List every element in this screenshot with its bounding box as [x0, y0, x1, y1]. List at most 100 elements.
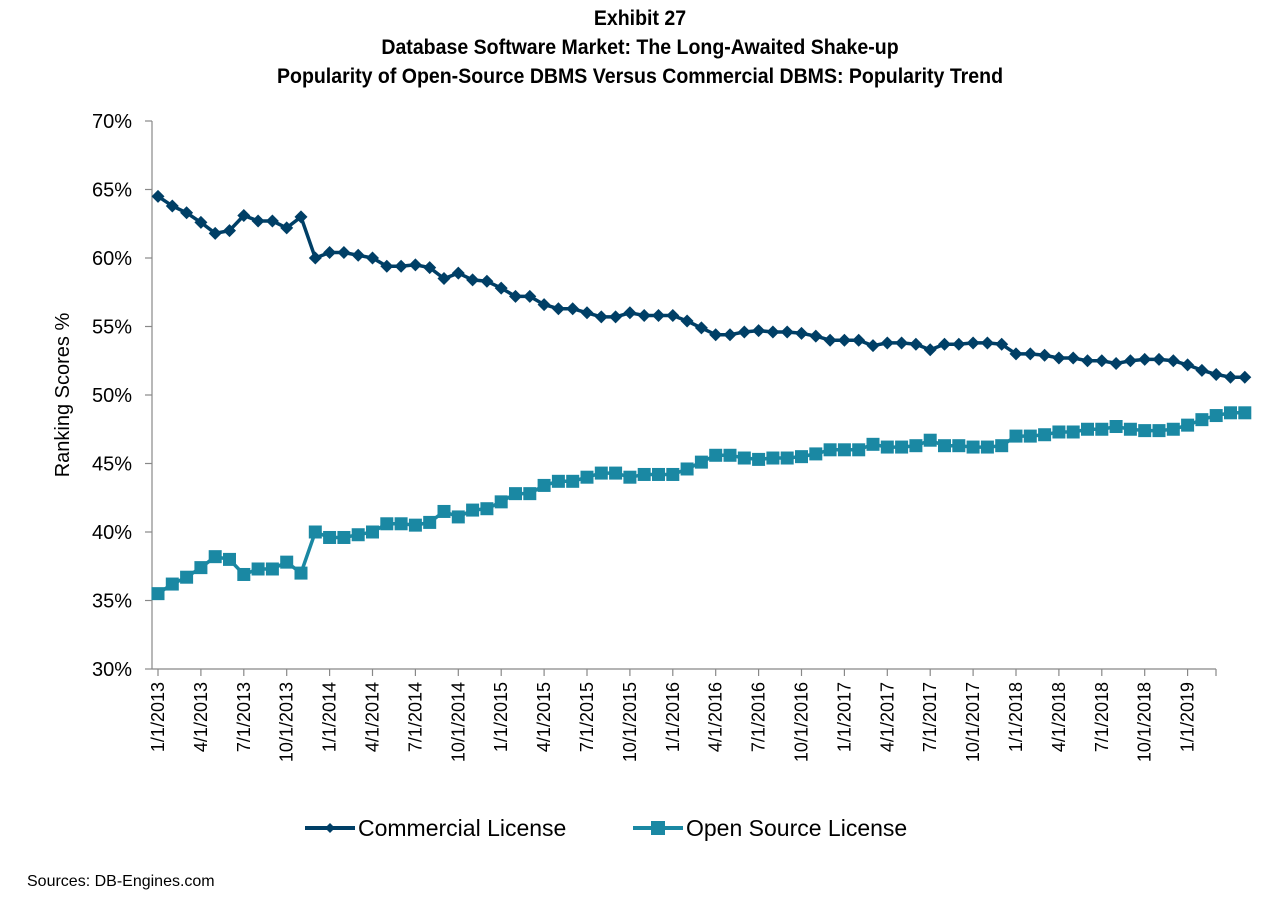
commercial-license-point — [480, 274, 494, 288]
chart-titles: Exhibit 27 Database Software Market: The… — [0, 4, 1280, 91]
commercial-license-point — [866, 339, 880, 353]
open-source-license-point — [337, 530, 351, 544]
legend-item-commercial-license: Commercial License — [305, 815, 566, 841]
open-source-license-point — [380, 517, 394, 531]
open-source-license-point — [308, 525, 322, 539]
open-source-license-point — [723, 448, 737, 462]
commercial-license-point — [423, 261, 437, 275]
open-source-license-point — [1066, 425, 1080, 439]
commercial-license-point — [1166, 354, 1180, 368]
open-source-license-line — [157, 411, 1245, 596]
commercial-license-point — [537, 298, 551, 312]
y-tick-label: 30% — [92, 659, 132, 681]
open-source-license-point — [623, 470, 637, 484]
x-tick-label: 10/1/2015 — [620, 682, 640, 762]
y-tick-label: 70% — [92, 111, 132, 133]
x-tick-label: 1/1/2014 — [320, 682, 340, 752]
open-source-license-point — [609, 466, 623, 480]
open-source-license-point — [151, 587, 165, 601]
chart-subtitle: Popularity of Open-Source DBMS Versus Co… — [276, 65, 1004, 88]
open-source-license-point — [1224, 406, 1237, 420]
x-tick-label: 7/1/2015 — [577, 682, 597, 752]
open-source-license-point — [351, 528, 365, 542]
commercial-license-point — [151, 189, 165, 203]
open-source-license-point — [766, 451, 780, 465]
commercial-license-point — [694, 321, 708, 335]
legend-diamond-icon — [325, 823, 335, 833]
commercial-license-point — [1224, 370, 1237, 384]
open-source-license-point — [1181, 418, 1195, 432]
legend-square-icon — [651, 821, 665, 835]
open-source-license-point — [551, 474, 565, 488]
commercial-license-point — [923, 343, 937, 357]
open-source-license-point — [709, 448, 723, 462]
commercial-license-point — [909, 337, 923, 351]
open-source-license-point — [837, 443, 851, 457]
commercial-license-point — [165, 199, 179, 213]
commercial-license-point — [1052, 351, 1066, 365]
open-source-license-point — [980, 440, 994, 454]
open-source-license-point — [737, 451, 751, 465]
commercial-license-point — [1038, 348, 1052, 362]
commercial-license-point — [366, 251, 379, 265]
commercial-license-point — [509, 289, 522, 303]
commercial-license-point — [251, 214, 265, 228]
y-tick-label: 55% — [92, 317, 132, 339]
x-tick-label: 10/1/2014 — [448, 682, 468, 762]
open-source-license-point — [566, 474, 580, 488]
commercial-license-point — [351, 248, 365, 262]
exhibit-label: Exhibit 27 — [593, 7, 687, 30]
open-source-license-point — [909, 439, 923, 453]
commercial-license-point — [723, 328, 737, 342]
open-source-license-point — [323, 530, 337, 544]
commercial-license-point — [594, 310, 608, 324]
open-source-license-point — [366, 525, 379, 539]
open-source-license-point — [1109, 420, 1123, 434]
open-source-license-point — [780, 451, 794, 465]
commercial-license-point — [280, 221, 294, 235]
commercial-license-point — [466, 273, 480, 287]
commercial-license-point — [709, 328, 723, 342]
open-source-license-point — [408, 518, 422, 532]
commercial-license-point — [1123, 354, 1137, 368]
open-source-license-point — [437, 504, 451, 518]
open-source-license-point — [1209, 409, 1223, 423]
open-source-license-point — [1081, 422, 1094, 436]
commercial-license-point — [1181, 358, 1195, 372]
commercial-license-point — [737, 325, 751, 339]
open-source-license-point — [1123, 422, 1137, 436]
open-source-license-point — [294, 566, 308, 580]
open-source-license-point — [694, 455, 708, 469]
open-source-license-point — [637, 467, 651, 481]
commercial-license-point — [494, 281, 508, 295]
commercial-license-point — [852, 333, 866, 347]
open-source-license-point — [952, 439, 966, 453]
x-tick-label: 1/1/2018 — [1006, 682, 1026, 752]
commercial-license-point — [837, 333, 851, 347]
commercial-license-point — [780, 325, 794, 339]
x-tick-label: 7/1/2017 — [920, 682, 940, 752]
open-source-license-point — [1038, 428, 1052, 442]
commercial-license-line — [157, 194, 1245, 379]
commercial-license-point — [437, 272, 451, 286]
x-tick-label: 4/1/2013 — [191, 682, 211, 752]
open-source-license-point — [594, 466, 608, 480]
x-tick-label: 7/1/2016 — [749, 682, 769, 752]
commercial-license-point — [1109, 356, 1123, 370]
chart-title: Database Software Market: The Long-Await… — [381, 36, 899, 59]
commercial-license-point — [580, 306, 594, 320]
commercial-license-point — [880, 336, 894, 350]
open-source-license-point — [394, 517, 408, 531]
open-source-license-point — [223, 552, 236, 566]
commercial-license-point — [194, 215, 208, 229]
open-source-license-point — [208, 550, 222, 564]
x-tick-label: 1/1/2017 — [834, 682, 854, 752]
commercial-license-point — [237, 209, 251, 223]
x-tick-label: 7/1/2014 — [405, 682, 425, 752]
open-source-license-point — [995, 439, 1009, 453]
x-tick-label: 10/1/2016 — [792, 682, 812, 762]
open-source-license-point — [180, 570, 194, 584]
open-source-license-point — [580, 470, 594, 484]
commercial-license-point — [1066, 351, 1080, 365]
open-source-license-point — [752, 452, 766, 466]
